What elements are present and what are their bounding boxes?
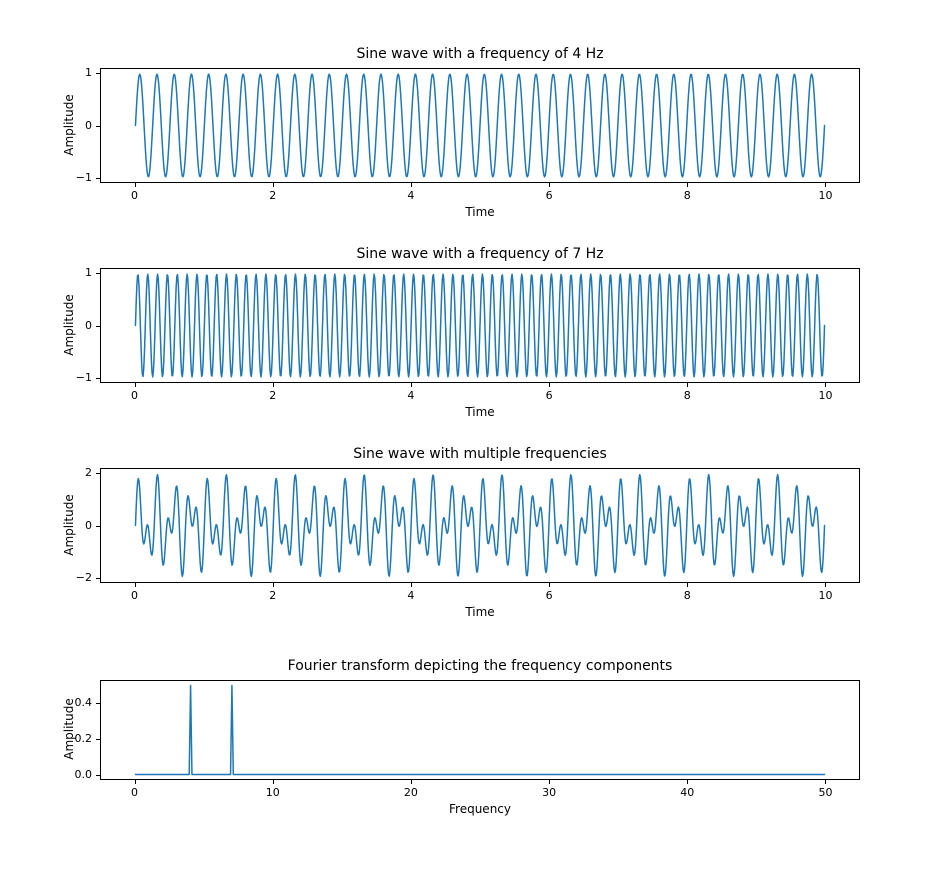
line-chart <box>101 269 859 382</box>
x-tick-mark <box>273 183 274 187</box>
x-tick-label: 4 <box>407 389 414 402</box>
chart-title: Sine wave with multiple frequencies <box>100 446 860 462</box>
y-tick-mark <box>96 578 100 579</box>
line-chart <box>101 681 859 779</box>
y-tick-label: −1 <box>76 171 92 184</box>
x-axis-label: Time <box>100 205 860 219</box>
x-tick-mark <box>825 780 826 784</box>
y-tick-mark <box>96 326 100 327</box>
y-tick-label: 0 <box>85 119 92 132</box>
x-tick-mark <box>549 183 550 187</box>
x-tick-label: 0 <box>131 786 138 799</box>
x-tick-mark <box>549 780 550 784</box>
line-chart <box>101 469 859 582</box>
x-tick-mark <box>135 183 136 187</box>
y-tick-label: 0.2 <box>75 732 93 745</box>
x-tick-label: 10 <box>818 189 832 202</box>
x-tick-label: 0 <box>131 589 138 602</box>
chart-title: Fourier transform depicting the frequenc… <box>100 658 860 674</box>
y-tick-mark <box>96 273 100 274</box>
x-tick-label: 2 <box>269 189 276 202</box>
x-tick-mark <box>135 583 136 587</box>
x-axis-label: Time <box>100 605 860 619</box>
y-axis-label: Amplitude <box>62 294 76 356</box>
x-tick-mark <box>411 183 412 187</box>
subplot: Sine wave with a frequency of 7 Hz−10102… <box>0 268 931 453</box>
x-tick-label: 8 <box>684 589 691 602</box>
x-tick-mark <box>825 383 826 387</box>
y-tick-label: 0.4 <box>75 696 93 709</box>
x-tick-label: 4 <box>407 189 414 202</box>
y-tick-mark <box>96 73 100 74</box>
x-tick-mark <box>825 183 826 187</box>
y-tick-mark <box>96 526 100 527</box>
x-tick-label: 6 <box>546 189 553 202</box>
figure: Sine wave with a frequency of 4 Hz−10102… <box>0 0 931 877</box>
y-tick-mark <box>96 178 100 179</box>
y-tick-mark <box>96 703 100 704</box>
x-tick-label: 2 <box>269 389 276 402</box>
x-tick-label: 0 <box>131 389 138 402</box>
x-tick-label: 8 <box>684 189 691 202</box>
chart-title: Sine wave with a frequency of 7 Hz <box>100 246 860 262</box>
x-tick-mark <box>411 383 412 387</box>
x-tick-mark <box>135 383 136 387</box>
y-tick-label: 0 <box>85 319 92 332</box>
plot-area <box>100 268 860 383</box>
x-tick-mark <box>273 780 274 784</box>
x-axis-label: Time <box>100 405 860 419</box>
y-tick-mark <box>96 378 100 379</box>
y-axis-label: Amplitude <box>62 94 76 156</box>
x-tick-label: 10 <box>818 389 832 402</box>
x-tick-mark <box>687 183 688 187</box>
y-tick-mark <box>96 739 100 740</box>
y-tick-label: 0 <box>85 519 92 532</box>
y-tick-label: 2 <box>85 466 92 479</box>
y-tick-mark <box>96 126 100 127</box>
x-tick-label: 8 <box>684 389 691 402</box>
y-tick-label: 1 <box>85 66 92 79</box>
x-tick-label: 30 <box>542 786 556 799</box>
y-tick-label: 1 <box>85 266 92 279</box>
y-tick-label: −2 <box>76 571 92 584</box>
plot-area <box>100 680 860 780</box>
x-tick-label: 6 <box>546 589 553 602</box>
x-axis-label: Frequency <box>100 802 860 816</box>
x-tick-mark <box>687 780 688 784</box>
x-tick-mark <box>273 583 274 587</box>
x-tick-label: 10 <box>818 589 832 602</box>
x-tick-mark <box>825 583 826 587</box>
x-tick-mark <box>135 780 136 784</box>
y-axis-label: Amplitude <box>62 494 76 556</box>
subplot: Sine wave with a frequency of 4 Hz−10102… <box>0 68 931 253</box>
x-tick-label: 40 <box>680 786 694 799</box>
subplot: Fourier transform depicting the frequenc… <box>0 680 931 850</box>
y-tick-mark <box>96 473 100 474</box>
subplot: Sine wave with multiple frequencies−2020… <box>0 468 931 653</box>
y-axis-label: Amplitude <box>62 698 76 760</box>
x-tick-mark <box>687 383 688 387</box>
plot-area <box>100 68 860 183</box>
x-tick-mark <box>411 780 412 784</box>
plot-area <box>100 468 860 583</box>
x-tick-mark <box>549 583 550 587</box>
x-tick-label: 50 <box>818 786 832 799</box>
x-tick-label: 20 <box>404 786 418 799</box>
x-tick-mark <box>549 383 550 387</box>
y-tick-label: −1 <box>76 371 92 384</box>
y-tick-mark <box>96 775 100 776</box>
x-tick-label: 10 <box>266 786 280 799</box>
x-tick-mark <box>687 583 688 587</box>
line-chart <box>101 69 859 182</box>
x-tick-label: 2 <box>269 589 276 602</box>
x-tick-label: 6 <box>546 389 553 402</box>
x-tick-label: 0 <box>131 189 138 202</box>
y-tick-label: 0.0 <box>75 768 93 781</box>
x-tick-label: 4 <box>407 589 414 602</box>
x-tick-mark <box>273 383 274 387</box>
chart-title: Sine wave with a frequency of 4 Hz <box>100 46 860 62</box>
x-tick-mark <box>411 583 412 587</box>
